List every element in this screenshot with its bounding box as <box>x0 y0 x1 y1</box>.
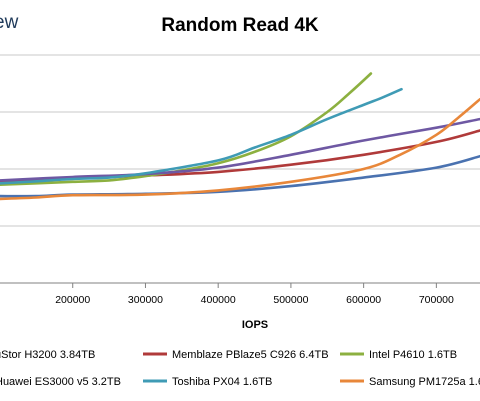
legend: uStor H3200 3.84TB Memblaze PBlaze5 C926 … <box>0 349 480 388</box>
legend-label: uStor H3200 3.84TB <box>0 349 95 361</box>
series-line <box>0 97 480 201</box>
x-tick-label: 200000 <box>55 294 90 306</box>
x-tick-labels: 200000 300000 400000 500000 600000 700000 <box>55 294 454 306</box>
gridlines <box>0 54 480 227</box>
chart-title: Random Read 4K <box>161 15 319 36</box>
x-tick-label: 600000 <box>346 294 381 306</box>
x-tick-label: 500000 <box>273 294 308 306</box>
series-lines <box>0 72 480 201</box>
series-line <box>0 72 373 186</box>
x-tick-label: 400000 <box>201 294 236 306</box>
brand-logo-text: ew <box>0 12 19 33</box>
legend-label: Toshiba PX04 1.6TB <box>172 376 272 388</box>
x-tick-label: 300000 <box>128 294 163 306</box>
legend-label: Huawei ES3000 v5 3.2TB <box>0 376 121 388</box>
legend-label: Intel P4610 1.6TB <box>369 349 457 361</box>
axes <box>0 282 480 288</box>
series-line <box>0 87 403 185</box>
series-line <box>0 117 480 182</box>
legend-label: Samsung PM1725a 1.6TB <box>369 376 480 388</box>
legend-label: Memblaze PBlaze5 C926 6.4TB <box>172 349 329 361</box>
x-tick-label: 700000 <box>419 294 454 306</box>
x-axis-title: IOPS <box>242 319 268 331</box>
